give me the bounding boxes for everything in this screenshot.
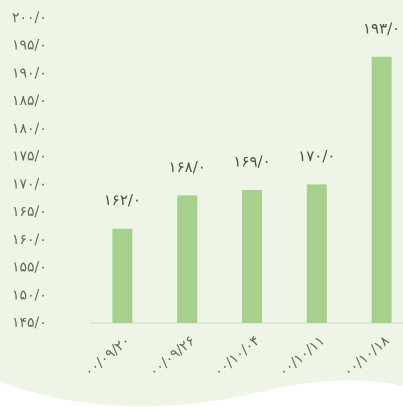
data-label: ۱۶۲/۰ xyxy=(104,191,141,209)
y-tick-label: ۲۰۰/۰ xyxy=(12,10,47,26)
y-tick-label: ۱۶۵/۰ xyxy=(12,204,47,220)
y-tick-label: ۱۸۵/۰ xyxy=(12,93,47,109)
data-label: ۱۶۸/۰ xyxy=(169,158,206,176)
y-tick-label: ۱۵۰/۰ xyxy=(12,287,47,303)
bar xyxy=(306,184,327,323)
y-tick-label: ۱۷۵/۰ xyxy=(12,149,47,165)
y-tick-label: ۱۷۰/۰ xyxy=(12,176,47,192)
y-tick-label: ۱۹۰/۰ xyxy=(12,65,47,81)
bar xyxy=(371,56,392,324)
y-tick-label: ۱۴۵/۰ xyxy=(12,315,47,331)
y-tick-label: ۱۸۰/۰ xyxy=(12,121,47,137)
background-wave xyxy=(0,380,403,407)
bar xyxy=(242,189,262,323)
y-tick-label: ۱۹۵/۰ xyxy=(12,38,47,54)
data-label: ۱۶۹/۰ xyxy=(233,152,270,170)
data-label: ۱۷۰/۰ xyxy=(298,147,335,165)
bar xyxy=(112,228,133,323)
bar xyxy=(177,195,198,323)
data-label: ۱۹۳/۰ xyxy=(363,19,400,37)
y-tick-label: ۱۵۵/۰ xyxy=(12,260,47,276)
y-tick-label: ۱۶۰/۰ xyxy=(12,232,47,248)
